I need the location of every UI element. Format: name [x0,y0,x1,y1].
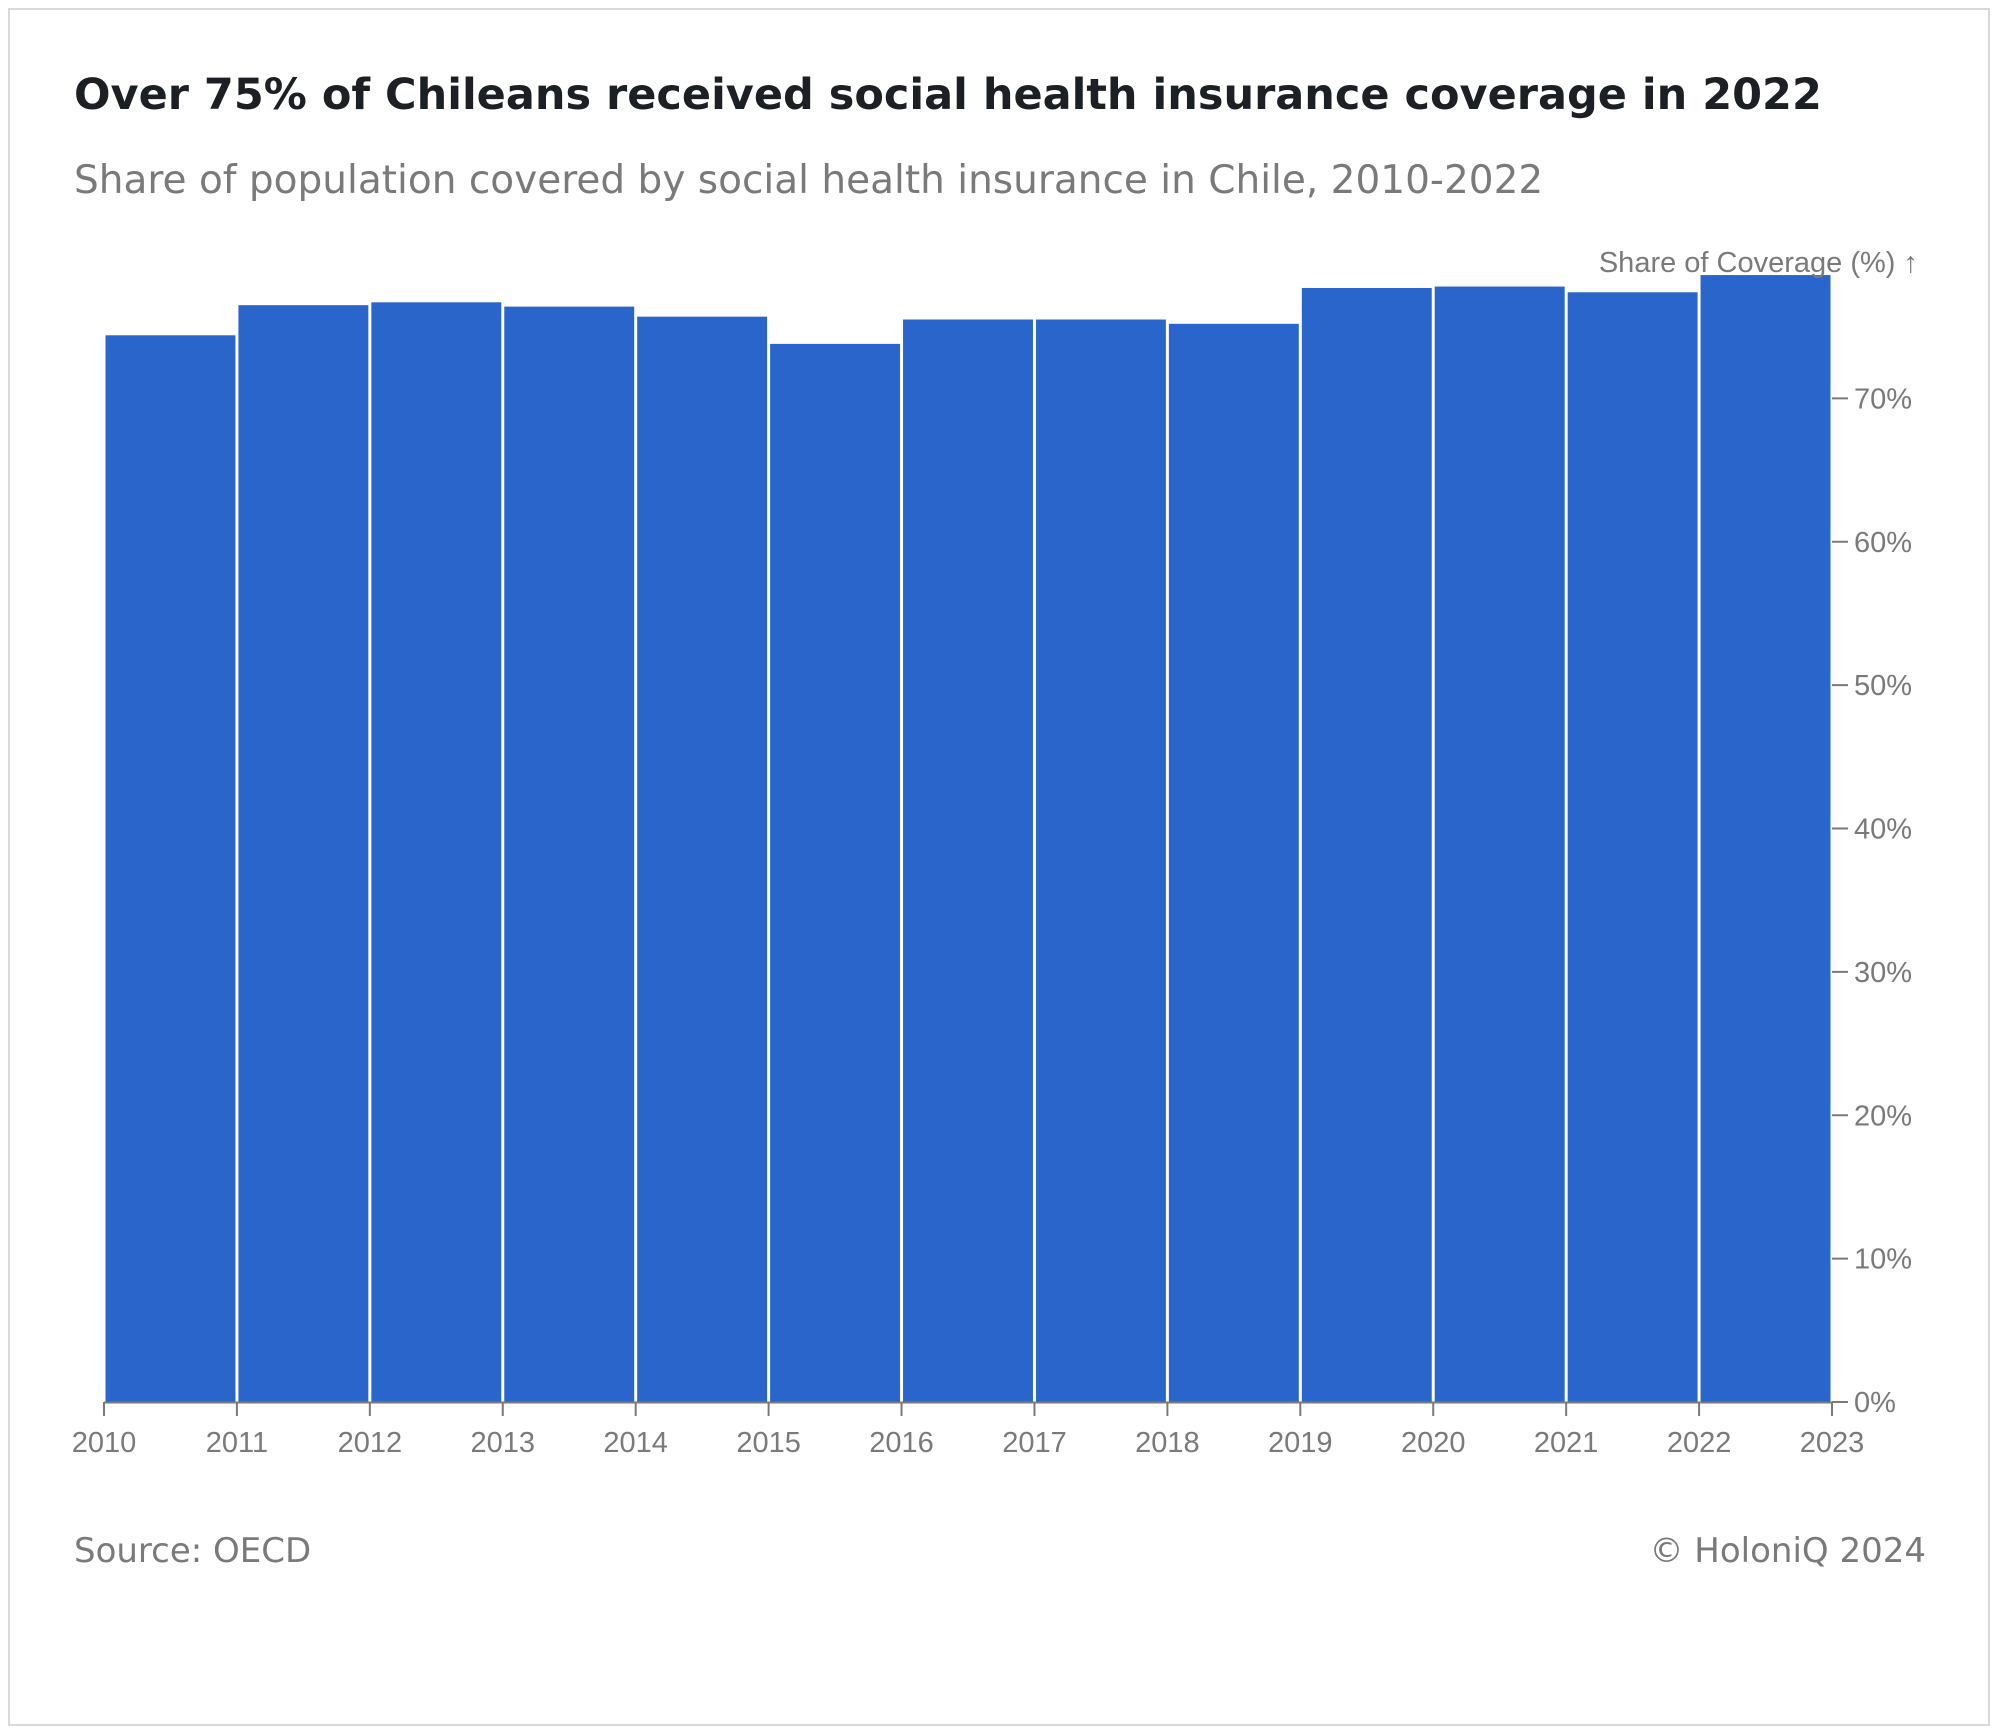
y-tick-label-40: 40% [1854,814,1912,846]
y-tick-label-50: 50% [1854,670,1912,702]
bar-2015 [770,343,901,1403]
y-tick-label-0: 0% [1854,1387,1896,1419]
x-tick-label-2022: 2022 [1667,1427,1732,1459]
y-tick-label-70: 70% [1854,383,1912,415]
x-tick-label-2017: 2017 [1002,1427,1067,1459]
copyright-note: © HoloniQ 2024 [1649,1531,1926,1571]
source-note: Source: OECD [74,1531,312,1571]
bar-2011 [238,305,369,1402]
y-axis: 0% 10% 20% 30% 40% 50% 60% 70% [1832,383,1912,1419]
bars-group [105,275,1831,1403]
chart-title: Over 75% of Chileans received social hea… [74,70,1822,120]
x-tick-label-2012: 2012 [338,1427,403,1459]
bar-2012 [371,302,502,1403]
x-tick-label-2015: 2015 [736,1427,801,1459]
x-tick-label-2020: 2020 [1401,1427,1466,1459]
bar-2017 [1035,319,1166,1402]
x-tick-label-2016: 2016 [869,1427,934,1459]
chart-subtitle: Share of population covered by social he… [74,158,1544,203]
x-tick-label-2018: 2018 [1135,1427,1200,1459]
x-tick-label-2021: 2021 [1534,1427,1599,1459]
bar-2018 [1168,323,1299,1402]
x-tick-label-2011: 2011 [206,1427,268,1459]
bar-2013 [504,306,635,1402]
x-tick-label-2019: 2019 [1268,1427,1333,1459]
x-axis: 2010 2011 2012 2013 2014 2015 2016 2017 2018 2019… [72,1401,1865,1459]
y-tick-label-60: 60% [1854,527,1912,559]
y-tick-label-10: 10% [1854,1244,1912,1276]
bar-2021 [1567,292,1698,1403]
bar-2019 [1301,287,1432,1402]
bar-2016 [903,319,1033,1402]
x-tick-label-2014: 2014 [603,1427,668,1459]
x-tick-label-2013: 2013 [471,1427,536,1459]
y-axis-title: Share of Coverage (%) ↑ [1599,247,1918,279]
bar-2022 [1700,275,1831,1402]
bar-2020 [1434,286,1565,1403]
bar-2010 [105,335,236,1402]
y-tick-label-20: 20% [1854,1100,1912,1132]
x-tick-label-2010: 2010 [72,1427,137,1459]
y-tick-label-30: 30% [1854,957,1912,989]
bar-2014 [637,316,768,1402]
x-tick-label-2023: 2023 [1800,1427,1865,1459]
